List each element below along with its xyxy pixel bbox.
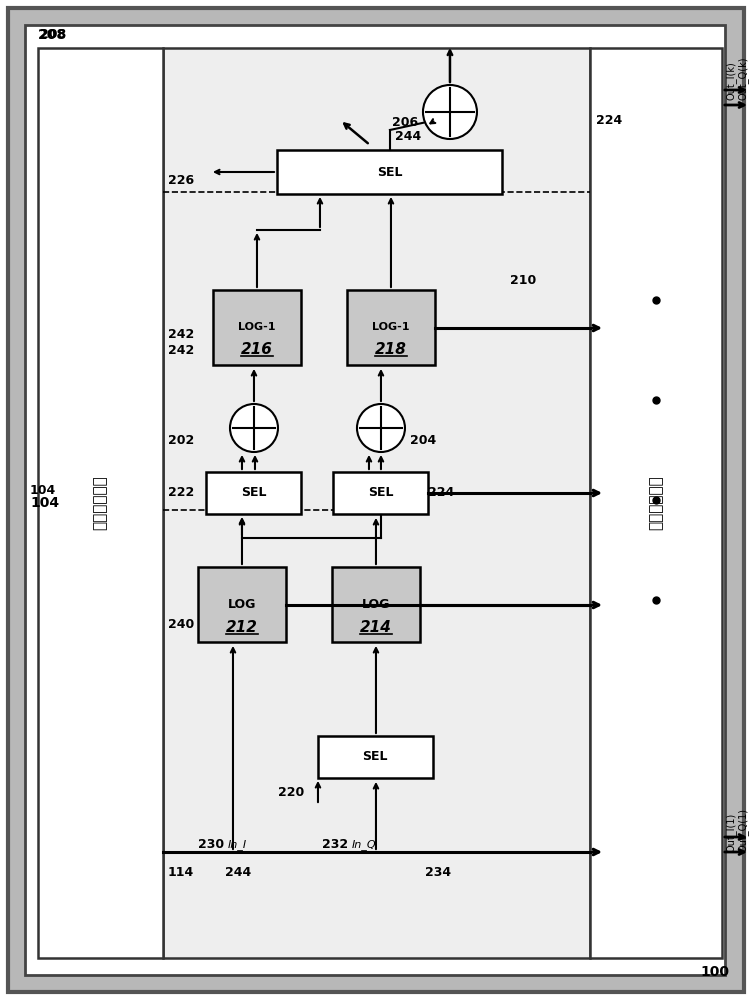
Circle shape [357,404,405,452]
Text: In_I: In_I [228,840,247,850]
Bar [590,48,722,958]
Bar [38,48,163,958]
Text: LOG: LOG [362,598,390,611]
Text: SEL: SEL [241,487,267,499]
Text: 224: 224 [428,487,454,499]
Text: SEL: SEL [378,165,403,178]
Text: 220: 220 [278,786,305,798]
Text: 206: 206 [392,115,418,128]
Text: LOG: LOG [228,598,256,611]
Text: 242: 242 [168,328,194,342]
Text: Out_I(1): Out_I(1) [726,813,737,852]
Text: SEL: SEL [368,487,394,499]
Text: 226: 226 [168,174,194,186]
Circle shape [230,404,278,452]
Text: 104: 104 [30,484,56,496]
Text: 232: 232 [322,838,348,852]
Text: SEL: SEL [362,750,388,764]
Text: 222: 222 [168,487,194,499]
Bar [198,567,286,642]
Text: Out_Q(1): Out_Q(1) [738,808,749,852]
Text: 234: 234 [425,865,451,879]
Bar [333,472,428,514]
Text: 204: 204 [410,434,436,446]
Text: 240: 240 [168,618,194,632]
Text: 216: 216 [241,342,273,357]
Text: 104: 104 [30,496,59,510]
Bar [213,290,301,365]
Bar [347,290,435,365]
Text: 208: 208 [38,28,67,42]
Text: 114: 114 [168,865,194,879]
Text: Out_Q(k): Out_Q(k) [738,56,749,100]
Bar [332,567,420,642]
Text: 242: 242 [168,344,194,357]
Text: LOG-1: LOG-1 [372,322,410,332]
Text: 230: 230 [198,838,224,852]
Text: LOG-1: LOG-1 [238,322,276,332]
Text: 218: 218 [375,342,407,357]
Text: 224: 224 [596,113,622,126]
Circle shape [423,85,477,139]
Text: Out_I(k): Out_I(k) [726,61,737,100]
Bar [163,48,590,958]
Text: 244: 244 [395,130,421,143]
Text: 反转换器组件: 反转换器组件 [648,476,663,530]
Bar [318,736,433,778]
Text: 100: 100 [700,965,729,979]
Text: 212: 212 [226,619,258,635]
Bar [277,150,502,194]
Text: 210: 210 [510,273,536,286]
Bar [206,472,301,514]
Text: In_Q: In_Q [352,840,377,850]
Text: 202: 202 [168,434,194,446]
Text: 244: 244 [225,865,251,879]
Text: 调度控制组件: 调度控制组件 [92,476,108,530]
Text: 208: 208 [40,28,66,41]
Text: 214: 214 [360,619,392,635]
